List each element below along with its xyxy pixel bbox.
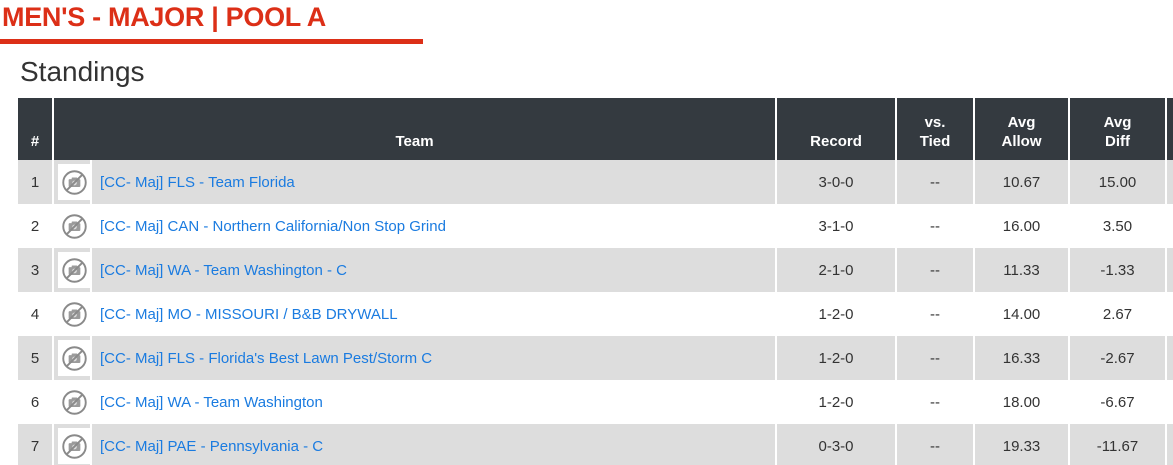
vs-tied-cell: -- [895, 292, 973, 337]
team-cell: [CC- Maj] MO - MISSOURI / B&B DRYWALL [90, 292, 775, 337]
team-photo-cell [52, 248, 90, 293]
extra-cell [1165, 380, 1173, 425]
team-link[interactable]: [CC- Maj] WA - Team Washington - C [100, 261, 348, 279]
table-row: 4 [CC- Maj] MO - MISSOURI / B&B DRYWALL … [18, 292, 1173, 337]
team-photo-placeholder [58, 296, 90, 333]
team-photo-cell [52, 424, 90, 465]
column-header-record: Record [775, 98, 896, 161]
standings-table-container: # Team Record vs. Tied Avg Allow Avg Dif… [18, 98, 1173, 465]
no-photo-icon [61, 434, 87, 459]
vs-tied-cell: -- [895, 336, 973, 381]
extra-cell [1165, 204, 1173, 249]
avg-allow-cell: 18.00 [973, 380, 1068, 425]
team-link[interactable]: [CC- Maj] CAN - Northern California/Non … [100, 217, 446, 235]
table-row: 7 [CC- Maj] PAE - Pennsylvania - C 0-3-0… [18, 424, 1173, 465]
team-photo-placeholder [58, 208, 90, 245]
record-cell: 3-0-0 [775, 160, 895, 205]
vs-tied-cell: -- [895, 380, 973, 425]
no-photo-icon [61, 170, 87, 195]
no-photo-icon [61, 390, 87, 415]
record-cell: 3-1-0 [775, 204, 895, 249]
table-row: 6 [CC- Maj] WA - Team Washington 1-2-0 -… [18, 380, 1173, 425]
team-photo-cell [52, 336, 90, 381]
team-cell: [CC- Maj] WA - Team Washington - C [90, 248, 775, 293]
avg-diff-cell: -2.67 [1068, 336, 1165, 381]
table-row: 3 [CC- Maj] WA - Team Washington - C 2-1… [18, 248, 1173, 293]
avg-allow-cell: 16.00 [973, 204, 1068, 249]
avg-diff-cell: -6.67 [1068, 380, 1165, 425]
extra-cell [1165, 292, 1173, 337]
rank-cell: 5 [30, 349, 40, 367]
no-photo-icon [61, 214, 87, 239]
column-header-avg-allow: Avg Allow [973, 98, 1069, 161]
rank-cell: 7 [30, 437, 40, 455]
rank-cell: 6 [30, 393, 40, 411]
team-photo-cell [52, 292, 90, 337]
vs-tied-cell: -- [895, 204, 973, 249]
title-underline [0, 38, 423, 44]
team-link[interactable]: [CC- Maj] PAE - Pennsylvania - C [100, 437, 324, 455]
avg-diff-cell: 3.50 [1068, 204, 1165, 249]
team-cell: [CC- Maj] PAE - Pennsylvania - C [90, 424, 775, 465]
rank-cell: 4 [30, 305, 40, 323]
team-photo-placeholder [58, 384, 90, 421]
standings-table: # Team Record vs. Tied Avg Allow Avg Dif… [18, 98, 1173, 465]
team-cell: [CC- Maj] CAN - Northern California/Non … [90, 204, 775, 249]
column-header-rank: # [18, 98, 52, 161]
column-header-avg-diff: Avg Diff [1068, 98, 1166, 161]
table-row: 1 [CC- Maj] FLS - Team Florida 3-0-0 -- … [18, 160, 1173, 205]
team-link[interactable]: [CC- Maj] WA - Team Washington [100, 393, 323, 411]
team-link[interactable]: [CC- Maj] FLS - Florida's Best Lawn Pest… [100, 349, 433, 367]
vs-tied-cell: -- [895, 424, 973, 465]
avg-allow-cell: 19.33 [973, 424, 1068, 465]
record-cell: 2-1-0 [775, 248, 895, 293]
avg-allow-cell: 14.00 [973, 292, 1068, 337]
vs-tied-cell: -- [895, 160, 973, 205]
no-photo-icon [61, 302, 87, 327]
avg-diff-cell: -11.67 [1068, 424, 1165, 465]
extra-cell [1165, 424, 1173, 465]
record-cell: 1-2-0 [775, 292, 895, 337]
avg-allow-cell: 10.67 [973, 160, 1068, 205]
extra-cell [1165, 248, 1173, 293]
table-row: 2 [CC- Maj] CAN - Northern California/No… [18, 204, 1173, 249]
team-photo-placeholder [58, 340, 90, 377]
team-photo-cell [52, 204, 90, 249]
avg-allow-cell: 16.33 [973, 336, 1068, 381]
avg-diff-cell: 15.00 [1068, 160, 1165, 205]
team-cell: [CC- Maj] WA - Team Washington [90, 380, 775, 425]
team-photo-placeholder [58, 252, 90, 289]
team-cell: [CC- Maj] FLS - Team Florida [90, 160, 775, 205]
team-cell: [CC- Maj] FLS - Florida's Best Lawn Pest… [90, 336, 775, 381]
no-photo-icon [61, 346, 87, 371]
avg-allow-cell: 11.33 [973, 248, 1068, 293]
no-photo-icon [61, 258, 87, 283]
column-header-extra [1165, 98, 1173, 161]
standings-heading: Standings [20, 55, 145, 87]
rank-cell: 2 [30, 217, 40, 235]
avg-diff-cell: 2.67 [1068, 292, 1165, 337]
page-title: MEN'S - MAJOR | POOL A [2, 2, 326, 32]
team-link[interactable]: [CC- Maj] FLS - Team Florida [100, 173, 295, 191]
table-header-row: # Team Record vs. Tied Avg Allow Avg Dif… [18, 98, 1173, 161]
table-row: 5 [CC- Maj] FLS - Florida's Best Lawn Pe… [18, 336, 1173, 381]
extra-cell [1165, 160, 1173, 205]
team-link[interactable]: [CC- Maj] MO - MISSOURI / B&B DRYWALL [100, 305, 398, 323]
record-cell: 1-2-0 [775, 380, 895, 425]
extra-cell [1165, 336, 1173, 381]
team-photo-placeholder [58, 164, 90, 201]
record-cell: 1-2-0 [775, 336, 895, 381]
rank-cell: 1 [30, 173, 40, 191]
team-photo-placeholder [58, 428, 90, 465]
column-header-vs-tied: vs. Tied [895, 98, 974, 161]
column-header-team: Team [52, 98, 776, 161]
rank-cell: 3 [30, 261, 40, 279]
team-photo-cell [52, 380, 90, 425]
vs-tied-cell: -- [895, 248, 973, 293]
avg-diff-cell: -1.33 [1068, 248, 1165, 293]
team-photo-cell [52, 160, 90, 205]
record-cell: 0-3-0 [775, 424, 895, 465]
